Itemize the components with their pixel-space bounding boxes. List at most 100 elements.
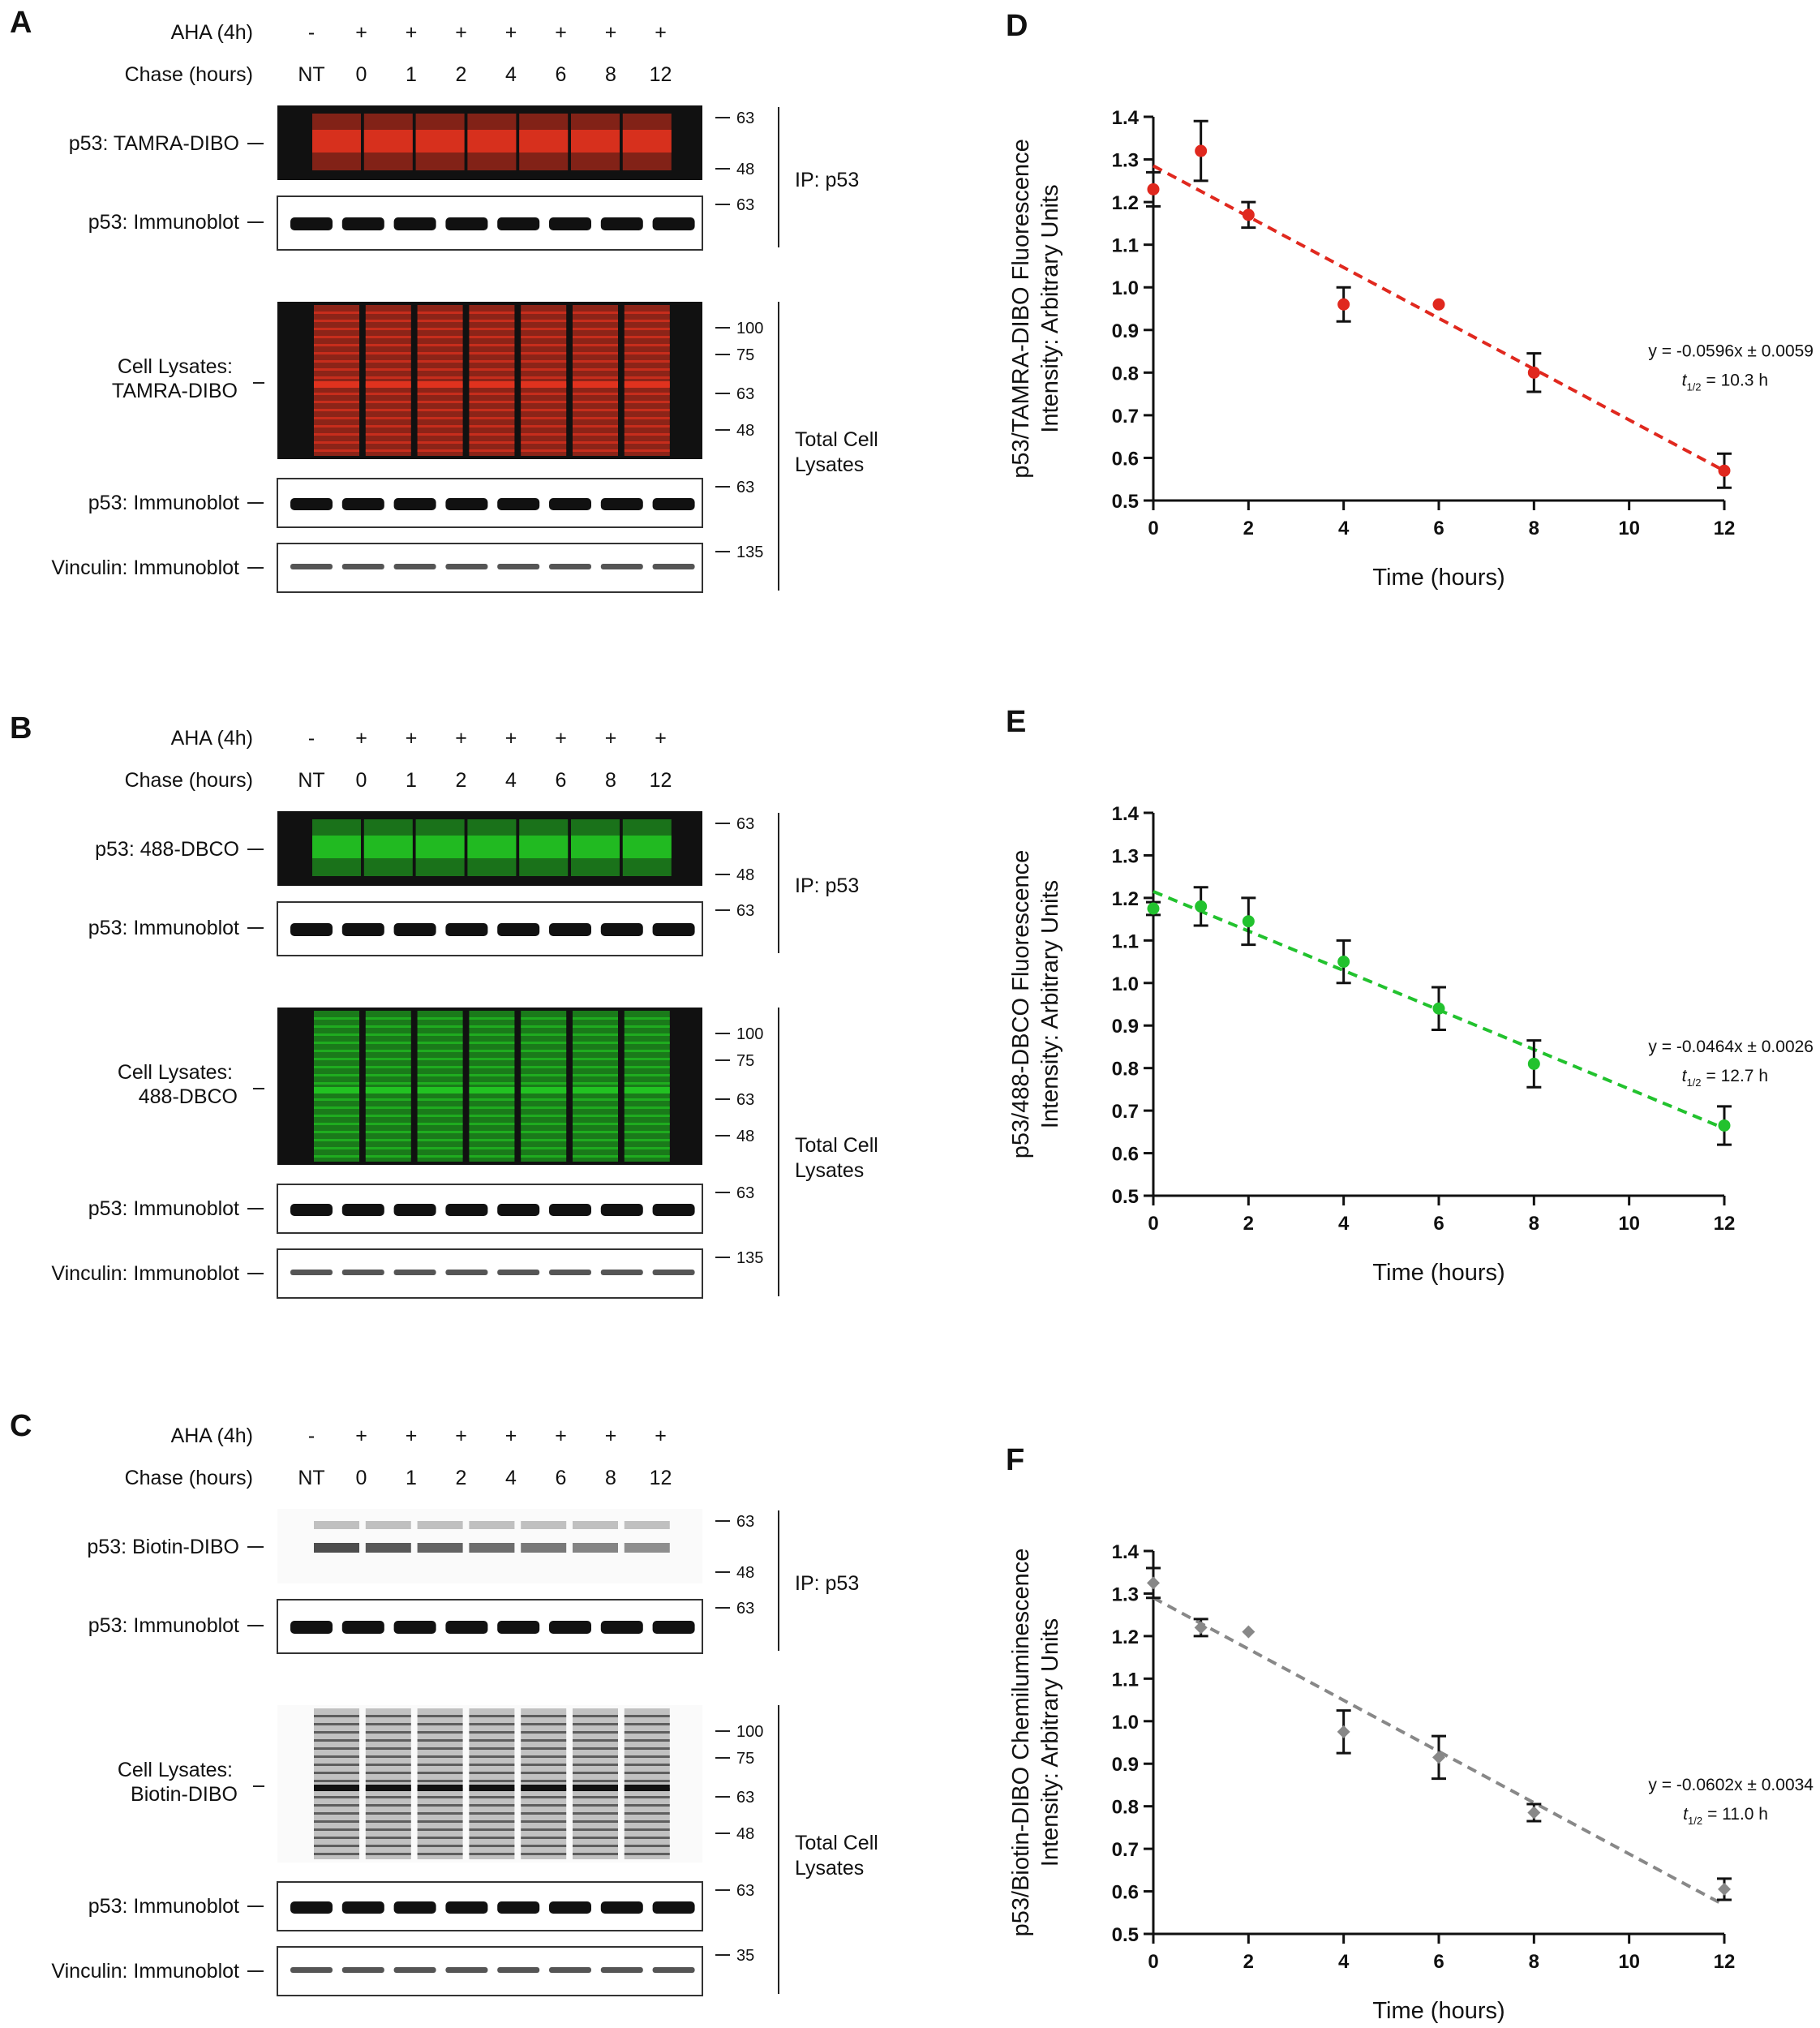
lysate-band: [417, 449, 463, 452]
chase-value: 0: [356, 63, 367, 86]
lysate-band: [573, 1812, 618, 1815]
probe-band: [415, 130, 465, 153]
lysate-band: [365, 449, 411, 452]
half-life-subscript: 1/2: [1686, 1076, 1701, 1089]
chase-value: 1: [406, 769, 417, 792]
fit-line: [1153, 1596, 1725, 1907]
lysate-band: [314, 409, 359, 411]
lysate-band: [521, 1796, 567, 1798]
lysate-band: [469, 1731, 515, 1734]
x-tick-label: 2: [1243, 1213, 1254, 1235]
panel-letter: E: [1006, 705, 1026, 739]
lysate-band: [469, 1017, 515, 1020]
probe-label: p53: 488-DBCO: [95, 838, 239, 861]
lysate-band: [469, 1828, 515, 1831]
lysate-band: [573, 1115, 618, 1117]
lysate-band: [365, 1804, 411, 1807]
lysate-band: [417, 1804, 463, 1807]
lysate-immunoblot-band: [445, 1901, 488, 1914]
lysate-band: [521, 1025, 567, 1028]
chase-label: Chase (hours): [125, 63, 253, 86]
lysate-band: [417, 1123, 463, 1125]
lysate-band: [417, 1106, 463, 1109]
blot-panel-c: C AHA (4h)Chase (hours)- + + + + + + +NT 0 1 2 4 6 8 12…: [10, 1409, 878, 1996]
ip-immunoblot-band: [290, 1621, 333, 1634]
lysate-band: [521, 1115, 567, 1117]
lysate-band: [314, 433, 359, 436]
lysate-band: [573, 1715, 618, 1717]
lysate-band: [521, 1066, 567, 1068]
probe-band: [573, 1521, 618, 1529]
mw-marker: 48: [736, 161, 754, 178]
vinculin-band: [652, 1967, 695, 1973]
lysate-band: [417, 401, 463, 403]
lysate-band: [417, 360, 463, 363]
lysate-band: [314, 1082, 359, 1085]
lysate-band: [365, 1017, 411, 1020]
lysate-band: [469, 1785, 515, 1791]
vinculin-band: [341, 1967, 384, 1973]
fit-equation: y = -0.0464x ± 0.0026: [1648, 1038, 1814, 1056]
half-life-value: = 10.3 h: [1706, 372, 1768, 390]
lysate-band: [573, 1837, 618, 1839]
lysate-immunoblot-band: [600, 1204, 643, 1216]
vinculin-band: [600, 1270, 643, 1275]
vinculin-band: [600, 1967, 643, 1973]
lysate-band: [521, 449, 567, 452]
lysate-band: [573, 1058, 618, 1060]
lysate-band: [624, 1017, 670, 1020]
aha-value: -: [308, 1424, 315, 1447]
vinculin-band: [393, 1270, 436, 1275]
lysate-band: [624, 1050, 670, 1052]
lysate-band: [573, 1131, 618, 1133]
aha-label: AHA (4h): [171, 1424, 253, 1447]
lysate-band: [469, 312, 515, 314]
lysate-band: [521, 352, 567, 354]
y-tick-label: 1.4: [1112, 803, 1140, 825]
lysate-band: [417, 1780, 463, 1782]
lysate-immunoblot-label: p53: Immunoblot: [88, 1197, 239, 1220]
lysate-band: [469, 1058, 515, 1060]
lysate-band: [573, 1155, 618, 1158]
lysate-band: [624, 381, 670, 388]
lysate-band: [521, 1764, 567, 1766]
lysate-band: [365, 336, 411, 338]
lysate-band: [469, 1087, 515, 1093]
ip-immunoblot-band: [497, 923, 540, 936]
half-life-subscript: 1/2: [1686, 381, 1701, 393]
lysate-band: [314, 1837, 359, 1839]
probe-band: [624, 1521, 670, 1529]
ip-immunoblot-band: [600, 217, 643, 230]
lysate-band: [469, 1123, 515, 1125]
y-axis-label-group: p53/Biotin-DIBO Chemiluminescence Intensi…: [1008, 1549, 1063, 1937]
lysate-band: [521, 344, 567, 346]
aha-value: +: [406, 21, 418, 44]
lysate-band: [624, 449, 670, 452]
lysate-band: [314, 1747, 359, 1750]
y-tick-label: 0.5: [1112, 1924, 1139, 1946]
lysate-band: [624, 409, 670, 411]
lysate-band: [314, 1853, 359, 1855]
x-tick-label: 4: [1338, 1213, 1350, 1235]
lysate-band: [624, 441, 670, 444]
lysate-band: [417, 376, 463, 379]
x-tick-label: 6: [1433, 518, 1444, 539]
mw-marker: 48: [736, 866, 754, 884]
mw-marker: 63: [736, 815, 754, 833]
vinculin-band: [497, 564, 540, 569]
lysate-band: [469, 1115, 515, 1117]
probe-band: [312, 130, 361, 153]
lysate-band: [417, 1147, 463, 1149]
chase-value: NT: [298, 769, 324, 792]
lysate-band: [417, 368, 463, 371]
probe-band: [571, 836, 620, 858]
lysate-immunoblot-band: [497, 1901, 540, 1914]
lysate-band: [573, 1139, 618, 1141]
x-tick-label: 4: [1338, 1951, 1350, 1973]
half-life-symbol: t: [1683, 1805, 1689, 1824]
lysate-band: [521, 328, 567, 330]
lysate-band: [573, 1731, 618, 1734]
lysate-band: [573, 1050, 618, 1052]
lysate-band: [521, 1155, 567, 1158]
lysate-band: [624, 368, 670, 371]
